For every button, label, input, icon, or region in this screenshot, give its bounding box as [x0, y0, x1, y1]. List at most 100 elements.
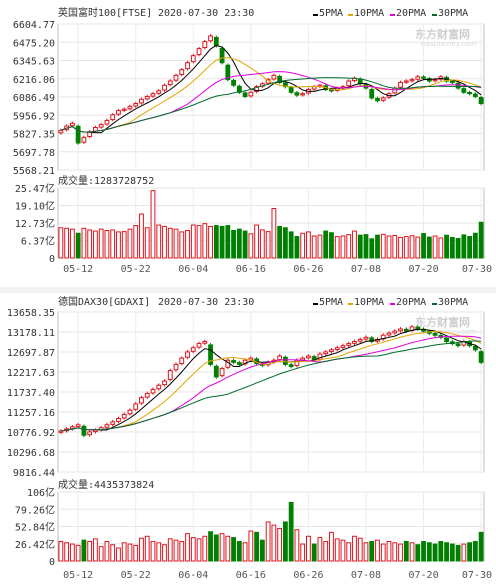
ma30-line: [60, 77, 482, 133]
candle: [236, 84, 242, 95]
volume-bar: [265, 521, 271, 562]
candle: [461, 339, 467, 347]
candle-body: [231, 79, 236, 86]
volume-bar: [392, 542, 398, 562]
candle: [271, 73, 277, 81]
volume-bar: [196, 538, 202, 562]
dax-chart: 德国DAX30[GDAXI] 2020-07-30 23:30 5PMA 10PMA 2…: [7, 295, 492, 581]
volume-bar: [213, 225, 219, 259]
volume-bar: [346, 542, 352, 562]
volume-bar: [139, 537, 144, 562]
candle-body: [196, 48, 202, 56]
volume-bar: [380, 233, 386, 259]
candle: [133, 101, 139, 108]
candle: [288, 362, 294, 369]
candle: [202, 339, 208, 346]
volume-bar: [116, 231, 121, 259]
volume-bar: [421, 233, 426, 259]
x-tick-label: 05-12: [63, 264, 93, 275]
volume-bar: [444, 542, 449, 562]
volume-bar: [449, 543, 455, 562]
volume-bar: [64, 227, 70, 259]
candle: [478, 349, 484, 365]
candle: [173, 362, 179, 372]
volume-bar: [409, 235, 415, 259]
candle-body: [133, 403, 139, 410]
price-tick-label: 13178.11: [7, 328, 55, 339]
candle: [369, 336, 375, 344]
candle-body: [87, 431, 93, 436]
candle-body: [213, 36, 219, 47]
volume-bar: [288, 501, 294, 562]
volume-bar: [104, 540, 110, 562]
candle-body: [461, 88, 467, 93]
volume-bar: [386, 235, 392, 259]
legend-item-30pma: 30PMA: [432, 297, 468, 308]
candle-body: [472, 93, 478, 98]
x-tick-label: 05-22: [121, 264, 151, 275]
candle-body: [282, 356, 288, 365]
candle: [139, 395, 144, 405]
candle-body: [398, 81, 403, 88]
candle: [455, 81, 461, 90]
volume-bar: [398, 543, 403, 562]
volume-bar: [208, 225, 213, 259]
candle-body: [116, 418, 121, 422]
volume-bar: [202, 535, 208, 562]
volume-bar: [277, 527, 283, 562]
volume-bar: [93, 538, 98, 562]
volume-bar: [219, 533, 225, 562]
candle: [242, 91, 248, 99]
volume-bar: [426, 236, 432, 259]
candle: [150, 387, 156, 395]
candle-body: [403, 80, 409, 83]
candle: [219, 366, 225, 378]
candle: [196, 46, 202, 57]
candle-body: [93, 429, 98, 433]
volume-bar: [121, 542, 127, 562]
candle-body: [110, 421, 116, 425]
candle: [306, 354, 311, 360]
candle-body: [329, 349, 334, 353]
volume-bar: [363, 542, 369, 562]
candle: [104, 422, 110, 430]
volume-bar: [438, 540, 444, 562]
volume-bar: [432, 235, 438, 259]
candle-body: [242, 92, 248, 98]
candle-body: [282, 82, 288, 88]
candle: [190, 345, 196, 354]
candle-body: [213, 365, 219, 378]
volume-bar: [415, 236, 421, 259]
candle-body: [415, 76, 421, 80]
volume-bar: [254, 224, 260, 259]
volume-bar: [225, 535, 231, 562]
candle: [133, 402, 139, 412]
volume-bar: [288, 231, 294, 259]
volume-bar: [329, 232, 334, 259]
x-tick-label: 07-30: [462, 570, 492, 581]
volume-bar: [432, 543, 438, 562]
legend-swatch: [432, 303, 437, 305]
volume-bar: [369, 238, 375, 259]
candle: [87, 429, 93, 437]
volume-bar: [306, 231, 311, 259]
legend-label: 5PMA: [319, 8, 343, 19]
volume-bar: [478, 531, 484, 562]
volume-bar: [231, 537, 236, 562]
volume-bar: [375, 539, 380, 562]
candle-body: [150, 93, 156, 97]
candle: [213, 364, 219, 379]
candle-body: [190, 55, 196, 63]
candle: [386, 331, 392, 337]
volume-bar: [409, 542, 415, 562]
volume-bar: [87, 540, 93, 562]
candle-body: [81, 136, 87, 143]
volume-bar: [467, 236, 473, 259]
candle: [248, 90, 254, 98]
candle-body: [346, 80, 352, 87]
candle: [231, 78, 236, 87]
volume-bar: [323, 540, 329, 562]
volume-bar: [323, 230, 329, 259]
candle: [392, 329, 398, 335]
candle-body: [288, 86, 294, 93]
